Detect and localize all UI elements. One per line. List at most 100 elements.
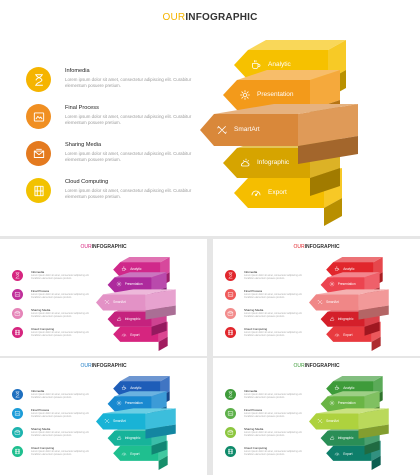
arrow-block-top (237, 70, 340, 80)
feature-title: Infomedia (244, 270, 258, 274)
title-accent: OUR (162, 12, 186, 23)
feature-icon-circle (12, 308, 23, 319)
arrow-label: Export (343, 332, 353, 337)
arrow-icon-badge (115, 280, 123, 288)
feature-description: Lorem ipsum dolor sit amet, consectetur … (244, 331, 303, 337)
hourglass-icon (34, 73, 43, 86)
envelope-icon (14, 310, 21, 316)
feature-description: Lorem ipsum dolor sit amet, consectetur … (31, 393, 90, 399)
arrow-block-shadow (145, 305, 176, 320)
tools-icon (104, 419, 110, 424)
gear-icon (116, 400, 122, 406)
arrow-icon-badge (120, 331, 128, 339)
feature-icon-circle (12, 446, 23, 457)
arrow-icon-badge (248, 185, 264, 201)
3d-arrow-graphic (309, 257, 389, 351)
arrow-label: Presentation (124, 282, 143, 287)
feature-item: Sharing Media Lorem ipsum dolor sit amet,… (225, 427, 320, 438)
arrow-block-front (96, 294, 146, 311)
feature-item: Infomedia Lorem ipsum dolor sit amet, con… (12, 389, 107, 400)
feature-item: Final Process Lorem ipsum dolor sit amet,… (12, 289, 107, 300)
feature-title: Sharing Media (65, 142, 102, 148)
feature-item: Final Process Lorem ipsum dolor sit amet,… (225, 408, 320, 419)
feature-icon-circle (225, 427, 236, 438)
feature-icon-circle (12, 327, 23, 338)
title-accent: OUR (80, 363, 92, 369)
arrow-block-side (310, 70, 340, 110)
slide-title: OURINFOGRAPHIC (213, 363, 420, 369)
arrow-icon-badge (120, 265, 128, 273)
arrow-block-side (145, 289, 176, 311)
arrow-block-front (326, 326, 372, 342)
arrow-block-side (358, 289, 389, 311)
arrow-label: Analytic (268, 61, 291, 68)
feature-icon-circle (225, 327, 236, 338)
feature-title: Cloud Computing (244, 327, 268, 331)
arrow-block-side (298, 104, 358, 146)
feature-icon-circle (225, 389, 236, 400)
feature-title: Final Process (31, 289, 50, 293)
arrow-block-top (327, 391, 380, 397)
arrow-block-side (364, 391, 380, 412)
feature-title: Infomedia (31, 389, 45, 393)
grid-icon (33, 185, 44, 196)
arrow-block-side (151, 272, 167, 293)
arrow-block-front (107, 430, 152, 446)
document-icon (14, 411, 21, 416)
grid-icon (228, 329, 233, 336)
arrow-block-shadow (158, 455, 168, 470)
feature-title: Sharing Media (244, 308, 264, 312)
hourglass-icon (228, 391, 233, 398)
tools-icon (317, 300, 323, 305)
arrow-block-top (114, 272, 167, 278)
arrow-block-front (107, 396, 152, 412)
arrow-block-front (113, 326, 159, 342)
feature-item: Final Process Lorem ipsum dolor sit amet,… (26, 104, 216, 129)
arrow-label: Analytic (130, 266, 142, 271)
arrow-icon-badge (316, 417, 324, 425)
feature-description: Lorem ipsum dolor sit amet, consectetur … (65, 114, 192, 125)
arrow-block-shadow (364, 440, 380, 455)
arrow-icon-badge (237, 155, 253, 171)
feature-icon-circle (12, 289, 23, 300)
arrow-block-shadow (158, 336, 168, 351)
feature-icon-circle (26, 67, 51, 92)
arrow-icon-badge (328, 434, 336, 442)
arrow-block-side (160, 376, 170, 397)
arrow-block-shadow (371, 455, 381, 470)
arrow-block-front (223, 148, 310, 178)
arrow-label: Infographic (124, 317, 141, 322)
feature-description: Lorem ipsum dolor sit amet, consectetur … (244, 312, 303, 318)
arrow-block-front (320, 311, 365, 327)
arrow-icon-badge (103, 417, 111, 425)
cup-icon (122, 266, 127, 271)
slide-title: OURINFOGRAPHIC (213, 244, 420, 250)
feature-icon-circle (26, 178, 51, 203)
slide-blue: OURINFOGRAPHIC Infomedia Lorem ipsum dolor… (0, 358, 207, 475)
arrow-block-shadow (145, 424, 176, 439)
arrow-icon-badge (115, 315, 123, 323)
arrow-block-shadow (151, 440, 167, 455)
arrow-block-front (107, 277, 152, 293)
arrow-block-front (200, 114, 298, 146)
gauge-icon (122, 333, 127, 337)
feature-description: Lorem ipsum dolor sit amet, consectetur … (244, 393, 303, 399)
tools-icon (104, 300, 110, 305)
feature-icon-circle (12, 270, 23, 281)
arrow-block-top (120, 257, 170, 263)
arrow-label: Export (130, 332, 140, 337)
arrow-icon-badge (103, 298, 111, 306)
feature-icon-circle (225, 289, 236, 300)
feature-icon-circle (225, 270, 236, 281)
arrow-block-shadow (371, 336, 381, 351)
arrow-block-top (214, 104, 358, 114)
arrow-label: Presentation (124, 401, 143, 406)
feature-title: Final Process (244, 408, 263, 412)
feature-icon-circle (225, 308, 236, 319)
arrow-icon-badge (120, 384, 128, 392)
feature-item: Cloud Computing Lorem ipsum dolor sit ame… (225, 446, 320, 457)
3d-arrow-graphic (96, 257, 176, 351)
tools-icon (217, 126, 227, 134)
3d-arrow-graphic (309, 376, 389, 470)
slide-green: OURINFOGRAPHIC Infomedia Lorem ipsum dolor… (213, 358, 420, 475)
